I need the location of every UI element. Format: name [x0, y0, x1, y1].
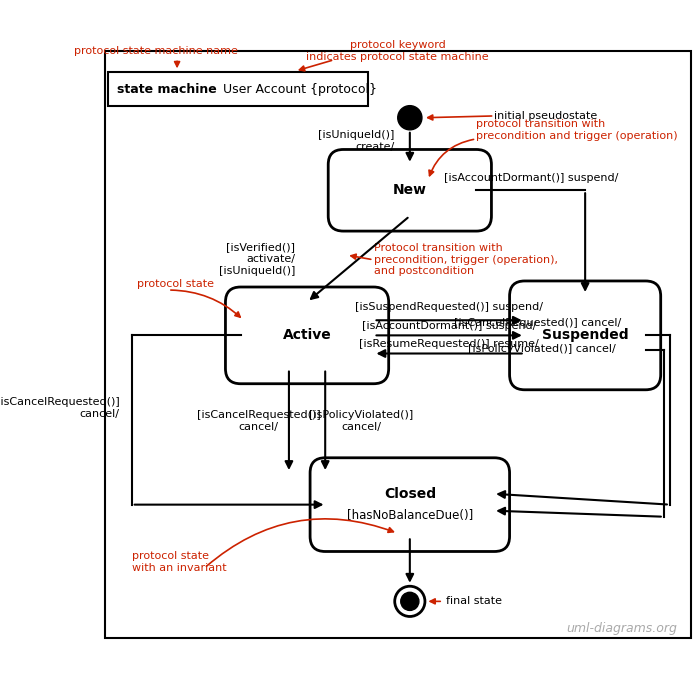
Text: protocol transition with
precondition and trigger (operation): protocol transition with precondition an… — [476, 119, 678, 141]
Text: final state: final state — [446, 596, 502, 606]
Text: [isCancelRequested()]
cancel/: [isCancelRequested()] cancel/ — [197, 410, 321, 431]
Text: [hasNoBalanceDue()]: [hasNoBalanceDue()] — [346, 509, 473, 522]
Text: [isAccountDormant()] suspend/: [isAccountDormant()] suspend/ — [444, 173, 618, 183]
Text: Protocol transition with
precondition, trigger (operation),
and postcondition: Protocol transition with precondition, t… — [374, 244, 558, 276]
Text: protocol state: protocol state — [136, 279, 214, 289]
Text: [isAccountDormant()] suspend/: [isAccountDormant()] suspend/ — [362, 320, 536, 331]
Text: [isUniqueId()]
create/: [isUniqueId()] create/ — [318, 130, 395, 152]
Text: [isVerified()]
activate/
[isUniqueId()]: [isVerified()] activate/ [isUniqueId()] — [218, 242, 295, 276]
FancyBboxPatch shape — [104, 51, 691, 637]
FancyBboxPatch shape — [310, 458, 510, 552]
Text: [isPolicyViolated()]
cancel/: [isPolicyViolated()] cancel/ — [309, 410, 414, 431]
Text: New: New — [393, 183, 427, 198]
Text: [isCancelRequested()]
cancel/: [isCancelRequested()] cancel/ — [0, 397, 120, 418]
Text: uml-diagrams.org: uml-diagrams.org — [566, 622, 677, 635]
Text: Closed: Closed — [384, 487, 436, 501]
Text: [isSuspendRequested()] suspend/: [isSuspendRequested()] suspend/ — [355, 303, 543, 312]
Text: protocol keyword
indicates protocol state machine: protocol keyword indicates protocol stat… — [307, 40, 489, 62]
FancyBboxPatch shape — [328, 150, 491, 231]
FancyBboxPatch shape — [108, 73, 368, 106]
Text: User Account {protocol}: User Account {protocol} — [219, 82, 377, 95]
Text: protocol state machine name: protocol state machine name — [74, 46, 238, 56]
Circle shape — [401, 592, 419, 611]
Text: protocol state
with an invariant: protocol state with an invariant — [132, 552, 226, 573]
Text: [isPolicyViolated()] cancel/: [isPolicyViolated()] cancel/ — [468, 344, 615, 354]
Text: state machine: state machine — [117, 82, 216, 95]
Text: initial pseudostate: initial pseudostate — [494, 111, 598, 121]
Circle shape — [395, 587, 425, 617]
FancyBboxPatch shape — [510, 281, 661, 390]
Text: Suspended: Suspended — [542, 329, 629, 342]
Circle shape — [398, 106, 422, 130]
Text: [isResumeRequested()] resume/: [isResumeRequested()] resume/ — [359, 339, 539, 348]
Text: [isCancelRequested()] cancel/: [isCancelRequested()] cancel/ — [454, 318, 622, 329]
FancyBboxPatch shape — [225, 287, 388, 383]
Text: Active: Active — [283, 329, 331, 342]
